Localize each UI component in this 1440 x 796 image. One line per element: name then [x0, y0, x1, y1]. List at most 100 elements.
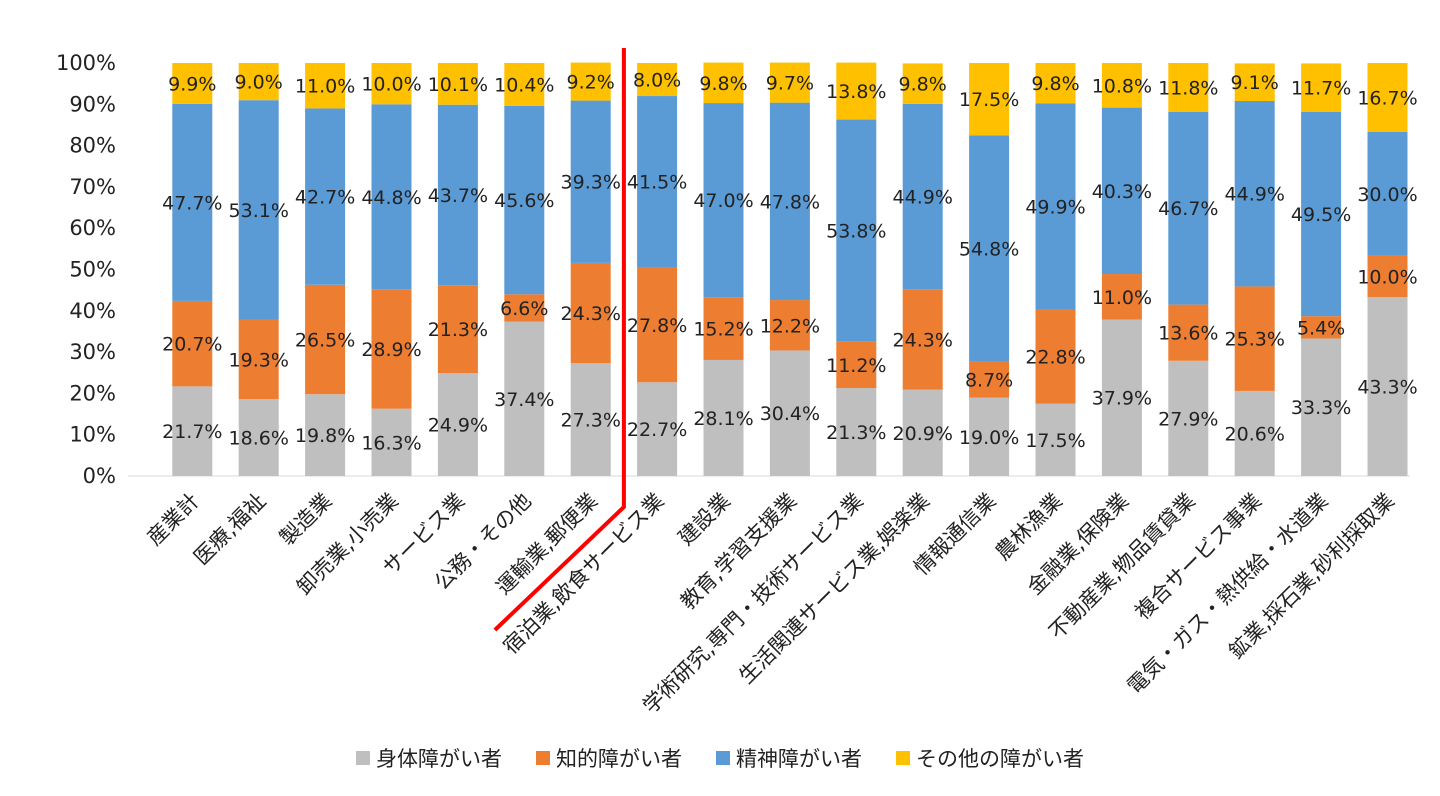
bar-segment [238, 319, 279, 400]
bar-segment [836, 119, 877, 342]
data-label: 9.8% [699, 73, 747, 95]
y-tick-label: 80% [69, 134, 116, 158]
bar-segment [1101, 63, 1142, 108]
data-label: 42.7% [295, 187, 355, 209]
data-label: 30.0% [1357, 184, 1417, 206]
bar-segment [1101, 274, 1142, 320]
bar-segment [172, 103, 213, 301]
data-label: 11.8% [1158, 77, 1218, 99]
data-label: 19.0% [959, 427, 1019, 449]
bar-segment [172, 386, 213, 476]
y-tick-label: 40% [69, 299, 116, 323]
bar-segment [238, 63, 279, 101]
bar-segment [769, 62, 810, 103]
category-label: 複合サービス事業 [1130, 489, 1266, 625]
bar-segment [172, 63, 213, 104]
data-label: 5.4% [1297, 317, 1345, 339]
data-label: 20.6% [1225, 423, 1285, 445]
data-label: 9.8% [1031, 73, 1079, 95]
legend-swatch [716, 751, 730, 765]
bar-segment [703, 297, 744, 360]
data-label: 49.5% [1291, 204, 1351, 226]
bar-segment [969, 397, 1010, 476]
data-label: 21.3% [428, 319, 488, 341]
bar-segment [836, 388, 877, 476]
bar-segment [1035, 403, 1076, 476]
data-label: 19.3% [229, 349, 289, 371]
data-label: 37.9% [1092, 388, 1152, 410]
legend-item: 知的障がい者 [536, 743, 682, 773]
data-label: 53.8% [826, 221, 886, 243]
bar-segment [305, 394, 346, 476]
bar-segment [1101, 107, 1142, 275]
data-label: 20.9% [893, 423, 953, 445]
data-label: 45.6% [494, 190, 554, 212]
category-label: 教育,学習支援業 [676, 489, 802, 615]
bar-segment [570, 363, 611, 476]
data-label: 8.7% [965, 370, 1013, 392]
data-label: 21.7% [162, 421, 222, 443]
data-label: 10.8% [1092, 75, 1152, 97]
data-label: 19.8% [295, 425, 355, 447]
data-label: 17.5% [959, 89, 1019, 111]
legend-label: 精神障がい者 [736, 747, 862, 771]
bar-segment [504, 321, 545, 476]
bar-segment [1035, 63, 1076, 104]
bar-segment [637, 267, 678, 383]
category-label: 建設業 [674, 489, 736, 551]
bar-segment [305, 284, 346, 395]
data-label: 16.7% [1357, 87, 1417, 109]
data-label: 22.8% [1025, 347, 1085, 369]
legend-label: その他の障がい者 [916, 747, 1084, 771]
bar-segment [902, 103, 943, 290]
data-label: 12.2% [760, 315, 820, 337]
bar-segment [969, 361, 1010, 398]
bar-segment [902, 63, 943, 104]
bar-segment [371, 408, 412, 476]
bar-layer [172, 62, 1408, 476]
bar-segment [1168, 63, 1209, 112]
data-label: 43.3% [1357, 377, 1417, 399]
bar-segment [1367, 63, 1408, 132]
bar-segment [1234, 390, 1275, 476]
bar-segment [703, 62, 744, 104]
bar-segment [371, 63, 412, 105]
data-label: 37.4% [494, 389, 554, 411]
data-label: 6.6% [500, 298, 548, 320]
data-label: 54.8% [959, 238, 1019, 260]
category-label: 産業計 [142, 489, 204, 551]
data-label: 33.3% [1291, 397, 1351, 419]
bar-segment [570, 100, 611, 263]
legend-swatch [536, 751, 550, 765]
data-label: 21.3% [826, 422, 886, 444]
data-label: 18.6% [229, 428, 289, 450]
bar-segment [637, 382, 678, 476]
data-label: 25.3% [1225, 329, 1285, 351]
data-label: 28.1% [693, 408, 753, 430]
legend-item: 精神障がい者 [716, 743, 862, 773]
bar-segment [1168, 304, 1209, 361]
data-label: 44.9% [1225, 184, 1285, 206]
bar-segment [1301, 63, 1342, 112]
data-label: 10.0% [361, 74, 421, 96]
data-label: 22.7% [627, 419, 687, 441]
bar-segment [1234, 100, 1275, 287]
axis-layer: 0% 10% 20% 30% 40% 50% 60% 70% 80% 90% 100% [56, 51, 1410, 488]
bar-segment [504, 105, 545, 295]
y-tick-label: 50% [69, 258, 116, 282]
group-divider-line [493, 48, 626, 632]
bar-segment [1367, 255, 1408, 298]
bar-segment [1234, 286, 1275, 391]
data-label: 9.1% [1231, 72, 1279, 94]
bar-segment [637, 63, 678, 97]
data-label: 13.6% [1158, 323, 1218, 345]
data-label: 17.5% [1025, 430, 1085, 452]
category-label: 医療,福祉 [189, 489, 270, 570]
bar-segment [437, 373, 478, 476]
bar-segment [769, 300, 810, 351]
data-label: 53.1% [229, 200, 289, 222]
legend-swatch [356, 751, 370, 765]
data-label: 30.4% [760, 403, 820, 425]
bar-segment [902, 389, 943, 476]
